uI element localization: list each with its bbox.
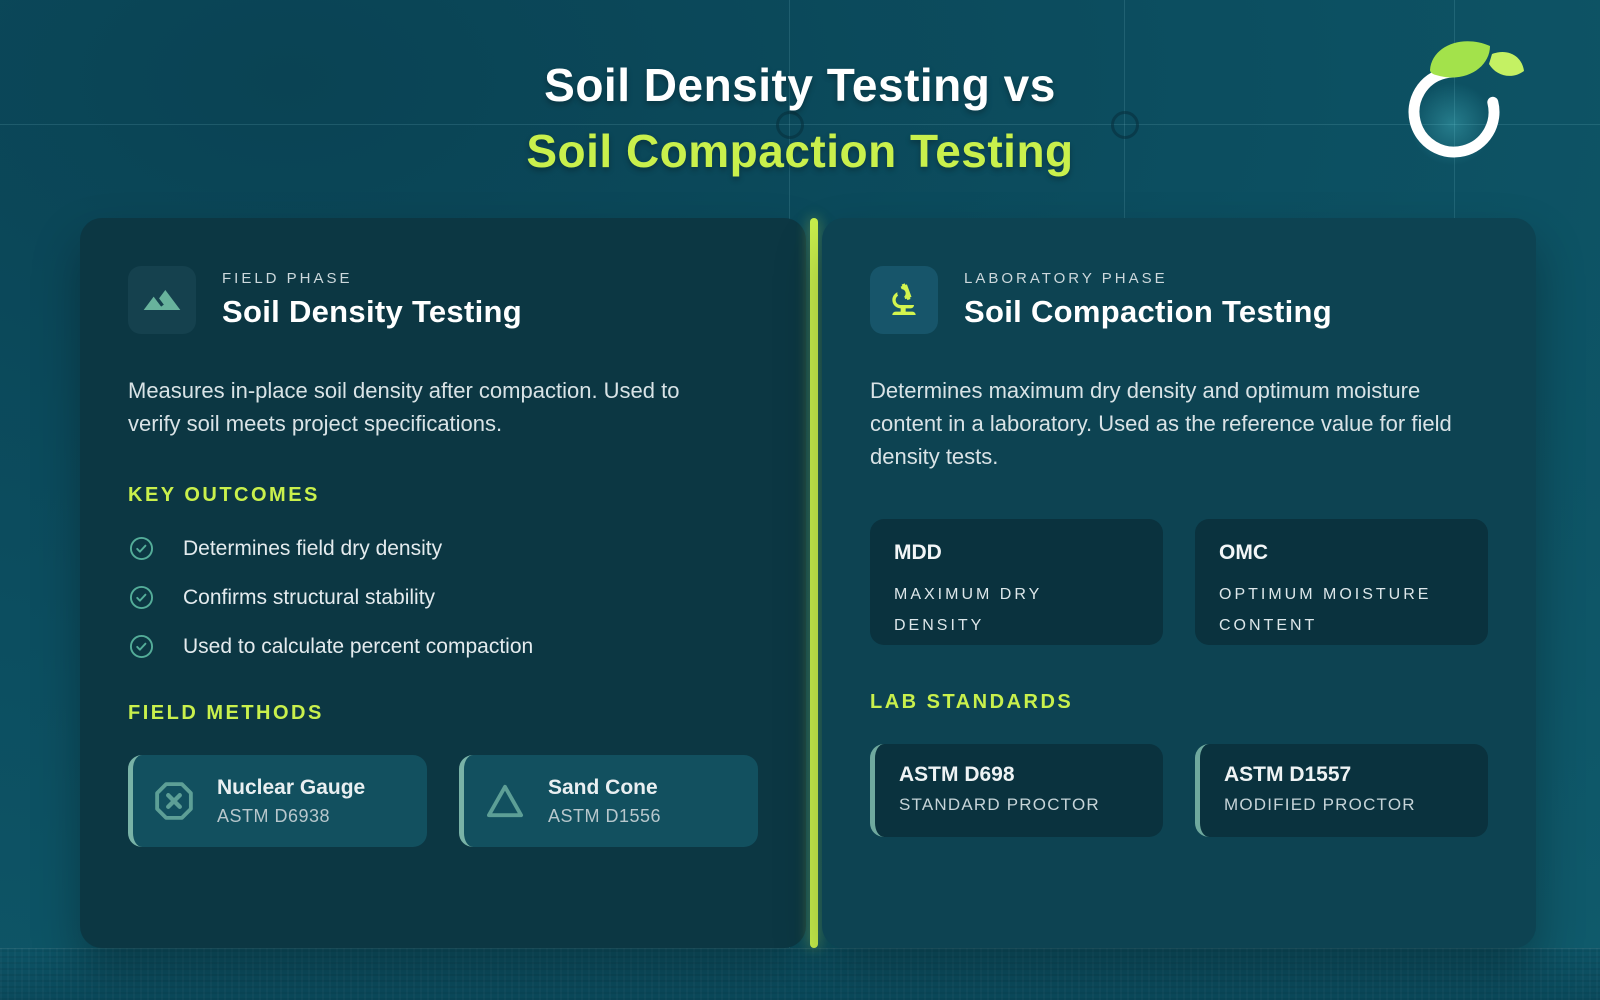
triangle-icon — [486, 784, 524, 818]
mountain-icon — [143, 290, 181, 310]
lab-standards-header: LAB STANDARDS — [870, 691, 1074, 713]
octagon-x-icon — [155, 782, 193, 820]
lab-icon-box — [870, 266, 938, 334]
field-phase-label: FIELD PHASE — [222, 270, 353, 287]
outcome-item: Determines field dry density — [128, 535, 758, 562]
standard-box-d698: ASTM D698 STANDARD PROCTOR — [870, 744, 1163, 837]
lab-card-header: LABORATORY PHASE Soil Compaction Testing — [870, 266, 1488, 334]
method-standard: ASTM D6938 — [217, 805, 331, 826]
field-card-title: Soil Density Testing — [222, 294, 522, 329]
metric-full: OPTIMUM MOISTURE CONTENT — [1219, 586, 1432, 634]
grid-node-circle — [776, 111, 804, 139]
microscope-icon — [892, 283, 916, 315]
field-card-header: FIELD PHASE Soil Density Testing — [128, 266, 758, 334]
laboratory-phase-card: LABORATORY PHASE Soil Compaction Testing… — [822, 218, 1536, 948]
lab-card-title: Soil Compaction Testing — [964, 294, 1333, 329]
field-methods-row: Nuclear Gauge ASTM D6938 Sand Cone ASTM … — [128, 755, 758, 847]
check-circle-icon — [129, 634, 154, 659]
title-line-1: Soil Density Testing vs — [544, 59, 1056, 111]
metric-box-omc: OMC OPTIMUM MOISTURE CONTENT — [1195, 519, 1488, 645]
lab-description: Determines maximum dry density and optim… — [870, 378, 1452, 469]
check-circle-icon — [129, 536, 154, 561]
method-standard: ASTM D1556 — [548, 805, 662, 826]
method-card-sand-cone: Sand Cone ASTM D1556 — [459, 755, 758, 847]
outcome-text: Confirms structural stability — [183, 585, 436, 609]
outcome-text: Used to calculate percent compaction — [183, 634, 534, 658]
field-icon-box — [128, 266, 196, 334]
field-description: Measures in-place soil density after com… — [128, 378, 680, 436]
plant-ring-logo-icon — [1408, 41, 1524, 158]
method-card-nuclear-gauge: Nuclear Gauge ASTM D6938 — [128, 755, 427, 847]
method-labels: Sand Cone ASTM D1556 — [548, 776, 661, 827]
standard-name: STANDARD PROCTOR — [899, 795, 1100, 814]
field-phase-card: FIELD PHASE Soil Density Testing Measure… — [80, 218, 806, 948]
lab-standards-row: ASTM D698 STANDARD PROCTOR ASTM D1557 MO… — [870, 744, 1488, 837]
metric-full: MAXIMUM DRY DENSITY — [894, 586, 1042, 634]
grid-node-circle — [1111, 111, 1139, 139]
check-circle-icon — [129, 585, 154, 610]
lab-card-titles: LABORATORY PHASE Soil Compaction Testing — [964, 270, 1332, 330]
standard-box-d1557: ASTM D1557 MODIFIED PROCTOR — [1195, 744, 1488, 837]
page-title: Soil Density Testing vs Soil Compaction … — [0, 52, 1600, 184]
outcome-item: Confirms structural stability — [128, 584, 758, 611]
key-outcomes-header: KEY OUTCOMES — [128, 484, 320, 506]
metric-abbr: MDD — [894, 541, 942, 564]
brand-logo — [1402, 38, 1532, 163]
method-name: Sand Cone — [548, 775, 658, 799]
outcomes-list: Determines field dry density Confirms st… — [128, 535, 758, 660]
metric-abbr: OMC — [1219, 541, 1268, 564]
field-card-titles: FIELD PHASE Soil Density Testing — [222, 270, 522, 330]
method-name: Nuclear Gauge — [217, 775, 366, 799]
ground-texture-strip — [0, 948, 1600, 1000]
standard-code: ASTM D698 — [899, 763, 1015, 786]
outcome-item: Used to calculate percent compaction — [128, 633, 758, 660]
title-line-2: Soil Compaction Testing — [526, 125, 1074, 177]
standard-code: ASTM D1557 — [1224, 763, 1352, 786]
method-labels: Nuclear Gauge ASTM D6938 — [217, 776, 365, 827]
outcome-text: Determines field dry density — [183, 536, 443, 560]
comparison-columns: FIELD PHASE Soil Density Testing Measure… — [80, 218, 1536, 948]
metrics-row: MDD MAXIMUM DRY DENSITY OMC OPTIMUM MOIS… — [870, 519, 1488, 645]
lab-phase-label: LABORATORY PHASE — [964, 270, 1168, 287]
lime-divider — [810, 218, 818, 948]
metric-box-mdd: MDD MAXIMUM DRY DENSITY — [870, 519, 1163, 645]
field-methods-header: FIELD METHODS — [128, 702, 324, 724]
standard-name: MODIFIED PROCTOR — [1224, 795, 1416, 814]
